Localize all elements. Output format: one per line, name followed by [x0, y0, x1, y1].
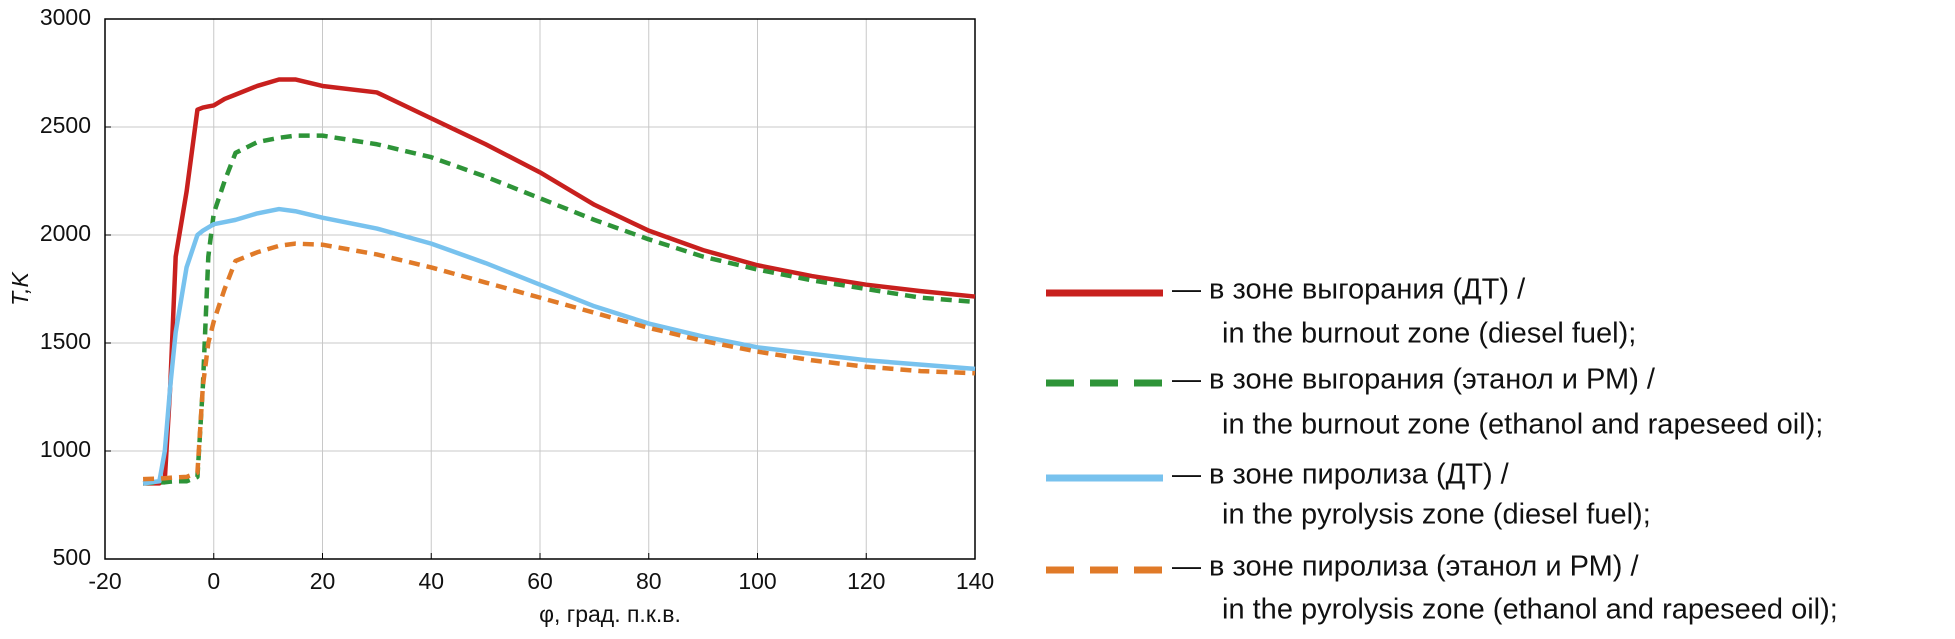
line-series — [142, 133, 976, 486]
y-tick-label: 500 — [53, 544, 91, 570]
y-tick-label: 2000 — [40, 220, 91, 246]
line-series — [143, 241, 976, 482]
x-tick-label: 140 — [956, 568, 994, 594]
legend-label: in the burnout zone (ethanol and rapesee… — [1222, 409, 1823, 441]
y-tick-label: 3000 — [40, 4, 91, 30]
x-tick-label: 20 — [310, 568, 336, 594]
y-axis-label: T,K — [7, 271, 33, 306]
line-series — [142, 206, 976, 486]
legend-label: in the pyrolysis zone (diesel fuel); — [1222, 499, 1651, 531]
x-axis-label: φ, град. п.к.в. — [539, 601, 681, 627]
legend-label: in the burnout zone (diesel fuel); — [1222, 318, 1636, 350]
x-tick-label: 0 — [207, 568, 220, 594]
x-tick-label: 120 — [847, 568, 885, 594]
y-tick-label: 1500 — [40, 328, 91, 354]
legend-label: in the pyrolysis zone (ethanol and rapes… — [1222, 594, 1838, 626]
x-tick-label: 80 — [636, 568, 662, 594]
legend-label: — в зоне пиролиза (ДТ) / — [1172, 459, 1510, 491]
y-tick-label: 1000 — [40, 436, 91, 462]
legend-label: — в зоне выгорания (этанол и РМ) / — [1172, 364, 1656, 396]
line-series — [143, 77, 976, 486]
legend-label: — в зоне пиролиза (этанол и РМ) / — [1172, 551, 1639, 583]
y-tick-label: 2500 — [40, 112, 91, 138]
x-tick-label: -20 — [88, 568, 121, 594]
x-tick-label: 60 — [527, 568, 553, 594]
plot-frame — [104, 18, 976, 560]
x-tick-label: 100 — [738, 568, 776, 594]
legend-label: — в зоне выгорания (ДТ) / — [1172, 274, 1526, 306]
x-tick-label: 40 — [418, 568, 444, 594]
